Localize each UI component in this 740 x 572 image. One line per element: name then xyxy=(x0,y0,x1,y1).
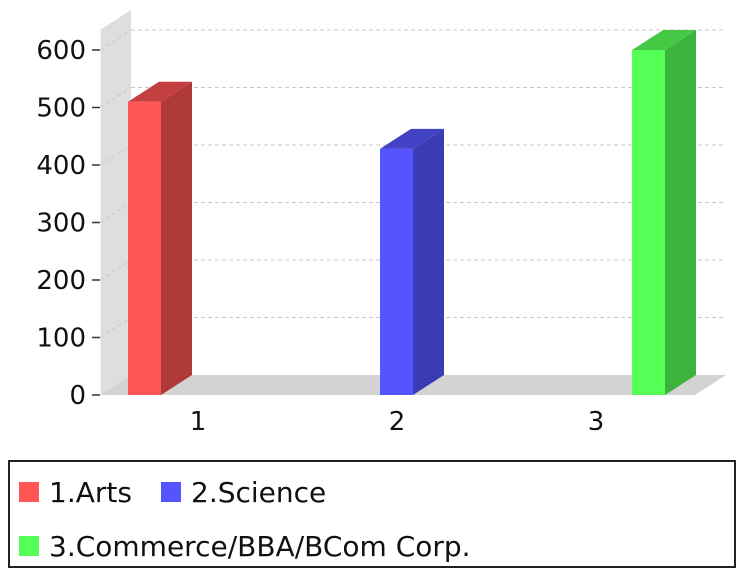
legend: 1.Arts 2.Science 3.Commerce/BBA/BCom Cor… xyxy=(8,460,736,568)
legend-item-arts: 1.Arts xyxy=(19,472,132,512)
y-tick-label: 200 xyxy=(36,266,86,296)
bar-side xyxy=(665,30,696,395)
x-axis: 1 2 3 xyxy=(190,407,605,437)
legend-label-science: 2.Science xyxy=(191,475,327,509)
y-tick-label: 400 xyxy=(36,151,86,181)
y-tick-label: 600 xyxy=(36,36,86,66)
legend-item-science: 2.Science xyxy=(161,472,326,512)
bar-side xyxy=(413,128,444,395)
bar-side xyxy=(161,81,192,395)
y-tick-label: 500 xyxy=(36,94,86,124)
bar xyxy=(632,50,665,395)
bar-top xyxy=(128,81,192,102)
legend-label-commerce: 3.Commerce/BBA/BCom Corp. xyxy=(49,529,471,563)
bar-group xyxy=(380,128,444,395)
x-tick-label: 2 xyxy=(389,407,406,437)
gridline-wall xyxy=(99,317,132,338)
y-axis: 0 100 200 300 400 500 600 xyxy=(36,36,100,411)
gridline-wall xyxy=(99,87,132,108)
bars xyxy=(128,30,696,395)
y-tick-label: 300 xyxy=(36,209,86,239)
gridline-wall xyxy=(99,259,132,281)
legend-swatch-science xyxy=(161,482,181,502)
gridline-wall xyxy=(99,202,132,223)
y-tick-label: 0 xyxy=(69,381,86,411)
bar xyxy=(128,101,161,395)
gridline-wall xyxy=(99,144,132,166)
bar-top xyxy=(632,30,696,50)
y-tick-label: 100 xyxy=(36,324,86,354)
bar-group xyxy=(632,30,696,395)
legend-swatch-arts xyxy=(19,482,39,502)
bar-chart: 0 100 200 300 400 500 600 1 2 3 xyxy=(36,10,726,437)
legend-label-arts: 1.Arts xyxy=(49,475,132,509)
bar xyxy=(380,148,413,395)
x-tick-label: 1 xyxy=(190,407,207,437)
bar-group xyxy=(128,81,192,395)
bar-top xyxy=(380,128,444,149)
legend-item-commerce: 3.Commerce/BBA/BCom Corp. xyxy=(19,526,471,566)
chart-side-wall xyxy=(100,10,131,395)
legend-swatch-commerce xyxy=(19,536,39,556)
x-tick-label: 3 xyxy=(588,407,605,437)
gridline-wall xyxy=(99,29,132,51)
